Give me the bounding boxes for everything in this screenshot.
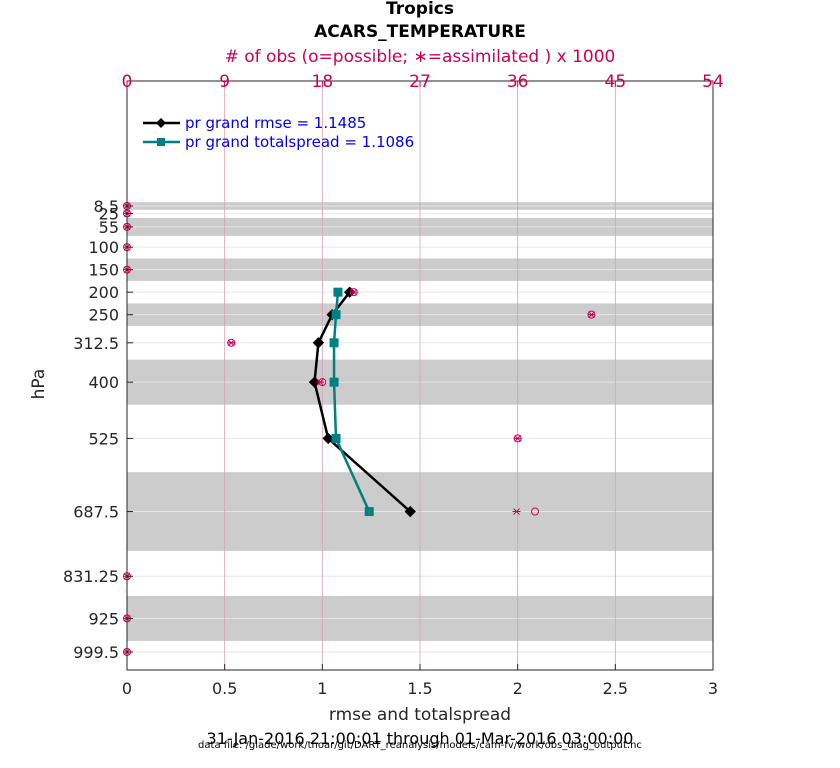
y-tick-label-7: 312.5 xyxy=(73,334,119,353)
chart-subtitle: ACARS_TEMPERATURE xyxy=(314,22,526,42)
y-tick-label-4: 150 xyxy=(88,261,119,280)
top-tick-label-1: 9 xyxy=(219,72,230,92)
y-tick-label-2: 55 xyxy=(99,218,119,237)
series-0-point-0 xyxy=(343,286,356,298)
obs-assimilated-8 xyxy=(316,378,325,386)
series-1-point-1 xyxy=(331,310,341,320)
y-tick-label-5: 200 xyxy=(88,283,119,302)
y-tick-label-12: 925 xyxy=(88,609,119,628)
y-axis-label: hPa xyxy=(29,369,49,400)
series-1-point-2 xyxy=(329,338,339,348)
top-tick-label-0: 0 xyxy=(122,72,133,92)
legend-label-0: pr grand rmse = 1.1485 xyxy=(185,114,366,132)
top-tick-label-2: 18 xyxy=(312,72,334,92)
obs-assimilated-5 xyxy=(349,288,358,296)
y-tick-label-6: 250 xyxy=(88,306,119,325)
legend-label-1: pr grand totalspread = 1.1086 xyxy=(185,133,414,151)
legend-marker-0 xyxy=(156,118,166,128)
x-tick-label-1: 0.5 xyxy=(212,679,237,698)
x-tick-label-5: 2.5 xyxy=(603,679,628,698)
date-range: 31-Jan-2016 21:00:01 through 01-Mar-2016… xyxy=(207,729,634,748)
x-tick-label-3: 1.5 xyxy=(407,679,432,698)
obs-assimilated-9 xyxy=(513,435,522,442)
series-1-point-3 xyxy=(329,377,339,387)
top-tick-label-3: 27 xyxy=(409,72,431,92)
y-tick-label-8: 400 xyxy=(88,373,119,392)
top-tick-label-6: 54 xyxy=(702,72,724,92)
y-tick-label-1: 25 xyxy=(99,204,119,223)
series-0-point-5 xyxy=(404,505,416,518)
y-tick-label-0: 8.5 xyxy=(94,197,119,216)
y-tick-label-13: 999.5 xyxy=(73,643,119,662)
data-file-path: data file: /glade/work/thoar/git/DART_re… xyxy=(198,740,642,751)
obs-assimilated-6 xyxy=(587,311,596,319)
x-axis-ticks: 0 0.5 1 1.5 2 2.5 3 xyxy=(122,664,718,698)
series-1-point-0 xyxy=(333,287,343,297)
series-lines xyxy=(308,286,416,518)
series-0-point-2 xyxy=(312,337,325,349)
x-tick-label-2: 1 xyxy=(317,679,327,698)
obs-assimilated-10 xyxy=(512,508,521,515)
y-tick-label-11: 831.25 xyxy=(63,567,119,586)
x-axis-label: rmse and totalspread xyxy=(329,705,511,725)
top-axis-label: # of obs (o=possible; ∗=assimilated ) x … xyxy=(225,47,616,67)
y-tick-label-10: 687.5 xyxy=(73,503,119,522)
top-tick-label-5: 45 xyxy=(605,72,627,92)
y-tick-label-3: 100 xyxy=(88,238,119,257)
obs-possible-10 xyxy=(531,507,540,516)
series-1-point-5 xyxy=(364,507,374,517)
y-tick-label-9: 525 xyxy=(88,429,119,448)
series-1-point-4 xyxy=(331,433,341,443)
x-tick-label-0: 0 xyxy=(122,679,132,698)
legend-marker-1 xyxy=(157,138,165,146)
x-tick-label-4: 2 xyxy=(513,679,523,698)
obs-assimilated-7 xyxy=(227,339,236,347)
top-tick-label-4: 36 xyxy=(507,72,529,92)
x-tick-label-6: 3 xyxy=(708,679,718,698)
top-axis-ticks: 0 9 18 27 36 45 54 xyxy=(122,72,724,92)
chart-title: Tropics xyxy=(386,0,454,19)
